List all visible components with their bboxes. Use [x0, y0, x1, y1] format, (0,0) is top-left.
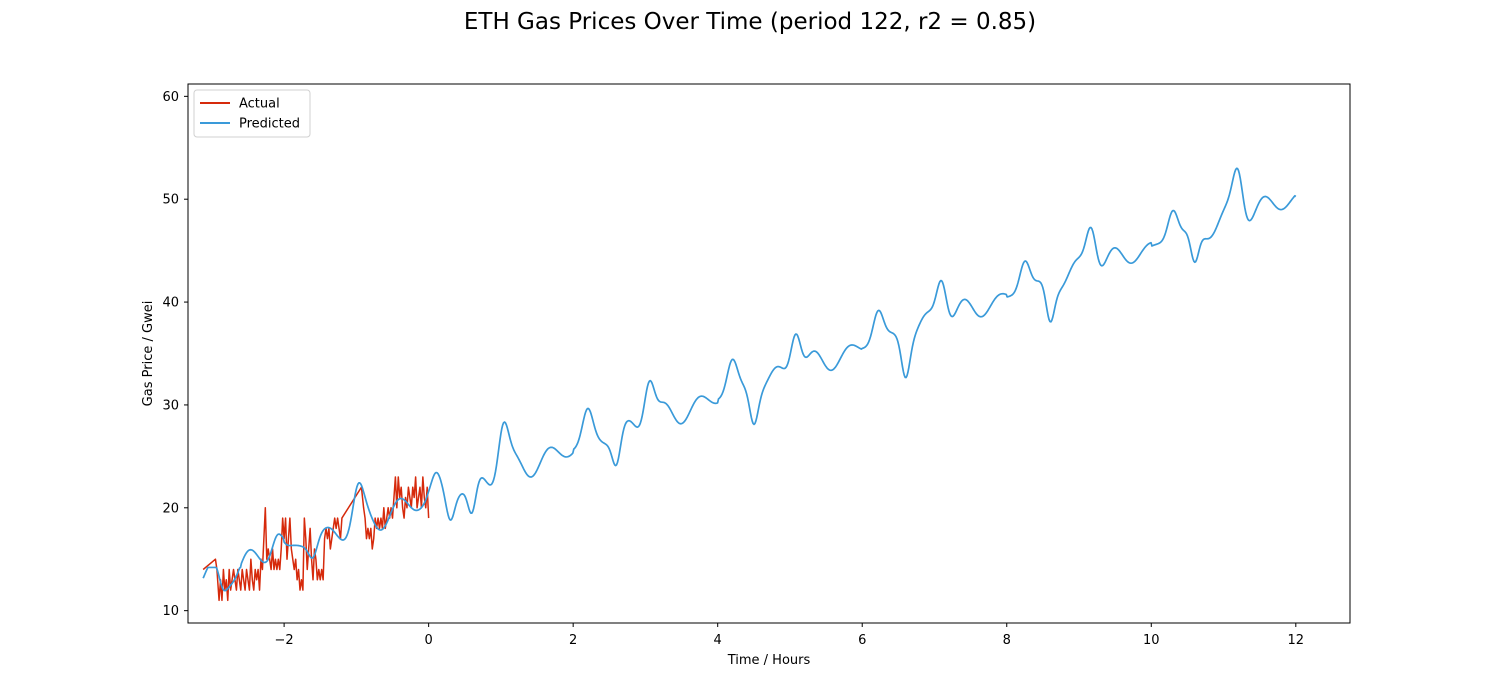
x-tick-label: 0 [424, 633, 432, 648]
y-tick-label: 20 [162, 501, 179, 516]
y-tick-label: 10 [162, 604, 179, 619]
x-tick-label: −2 [275, 633, 294, 648]
x-tick-label: 12 [1288, 633, 1305, 648]
x-axis-label: Time / Hours [727, 653, 811, 668]
x-tick-label: 6 [858, 633, 866, 648]
legend-label-actual: Actual [239, 97, 280, 112]
chart-title: ETH Gas Prices Over Time (period 122, r2… [463, 9, 1037, 35]
series-actual-line [202, 476, 430, 602]
y-tick-label: 60 [162, 90, 179, 105]
legend-box [193, 89, 311, 138]
x-tick-label: 2 [569, 633, 577, 648]
y-tick-label: 30 [162, 398, 179, 413]
legend-label-predicted: Predicted [239, 117, 300, 132]
y-tick-label: 40 [162, 296, 179, 311]
x-tick-label: 8 [1003, 633, 1011, 648]
plot-frame [187, 83, 1351, 624]
x-tick-label: 4 [714, 633, 722, 648]
series-predicted-line [202, 167, 1297, 592]
y-axis-label: Gas Price / Gwei [141, 301, 156, 407]
x-tick-label: 10 [1143, 633, 1160, 648]
y-tick-label: 50 [162, 193, 179, 208]
